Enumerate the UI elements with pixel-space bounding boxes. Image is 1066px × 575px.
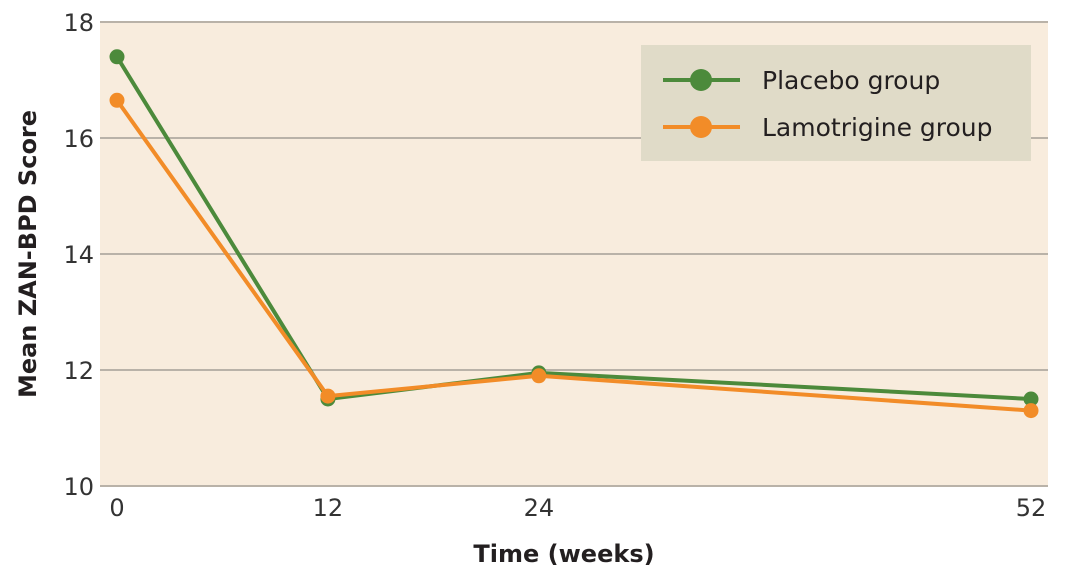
x-tick-label: 52 xyxy=(1016,494,1047,522)
y-axis-ticks: 10 12 14 16 18 xyxy=(63,9,94,501)
y-axis-title: Mean ZAN-BPD Score xyxy=(14,110,42,398)
x-tick-label: 24 xyxy=(524,494,555,522)
y-tick-label: 12 xyxy=(63,357,94,385)
series-lamotrigine xyxy=(109,92,1039,419)
gridlines xyxy=(100,21,1048,487)
legend-marker xyxy=(690,116,712,138)
series-line xyxy=(115,99,1032,413)
legend-marker xyxy=(690,69,712,91)
data-point xyxy=(109,92,125,108)
legend: Placebo group Lamotrigine group xyxy=(641,45,1031,161)
legend-box xyxy=(641,45,1031,161)
data-point xyxy=(1023,391,1039,407)
y-tick-label: 18 xyxy=(63,9,94,37)
x-axis-ticks: 0 12 24 52 xyxy=(109,494,1046,522)
x-tick-label: 0 xyxy=(109,494,124,522)
data-point xyxy=(109,49,125,65)
y-tick-label: 10 xyxy=(63,473,94,501)
x-axis-title: Time (weeks) xyxy=(473,540,654,568)
data-point xyxy=(531,368,547,384)
x-tick-label: 12 xyxy=(313,494,344,522)
series-layer xyxy=(109,49,1039,419)
y-tick-label: 14 xyxy=(63,241,94,269)
data-point xyxy=(1023,403,1039,419)
legend-label: Placebo group xyxy=(762,66,940,95)
legend-label: Lamotrigine group xyxy=(762,113,993,142)
data-point xyxy=(320,388,336,404)
y-tick-label: 16 xyxy=(63,125,94,153)
